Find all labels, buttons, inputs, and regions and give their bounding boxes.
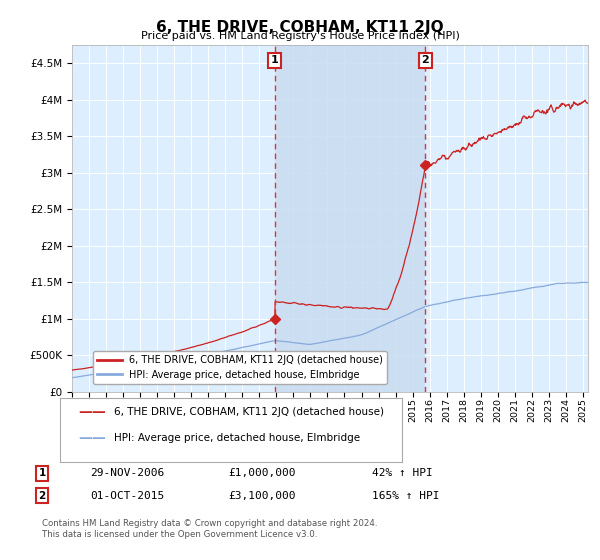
Bar bbox=[275, 45, 425, 392]
Text: 29-NOV-2006: 29-NOV-2006 bbox=[90, 468, 164, 478]
Text: £3,100,000: £3,100,000 bbox=[228, 491, 296, 501]
Text: 165% ↑ HPI: 165% ↑ HPI bbox=[372, 491, 439, 501]
Text: 6, THE DRIVE, COBHAM, KT11 2JQ: 6, THE DRIVE, COBHAM, KT11 2JQ bbox=[156, 20, 444, 35]
Text: ——: —— bbox=[78, 431, 106, 445]
Text: 1: 1 bbox=[271, 55, 278, 66]
Text: 01-OCT-2015: 01-OCT-2015 bbox=[90, 491, 164, 501]
Text: HPI: Average price, detached house, Elmbridge: HPI: Average price, detached house, Elmb… bbox=[114, 433, 360, 443]
Text: Price paid vs. HM Land Registry's House Price Index (HPI): Price paid vs. HM Land Registry's House … bbox=[140, 31, 460, 41]
Text: ——: —— bbox=[78, 405, 106, 419]
Legend: 6, THE DRIVE, COBHAM, KT11 2JQ (detached house), HPI: Average price, detached ho: 6, THE DRIVE, COBHAM, KT11 2JQ (detached… bbox=[94, 351, 387, 384]
Text: 6, THE DRIVE, COBHAM, KT11 2JQ (detached house): 6, THE DRIVE, COBHAM, KT11 2JQ (detached… bbox=[114, 407, 384, 417]
Text: 42% ↑ HPI: 42% ↑ HPI bbox=[372, 468, 433, 478]
Text: Contains HM Land Registry data © Crown copyright and database right 2024.
This d: Contains HM Land Registry data © Crown c… bbox=[42, 520, 377, 539]
Text: £1,000,000: £1,000,000 bbox=[228, 468, 296, 478]
Text: 1: 1 bbox=[38, 468, 46, 478]
Text: 2: 2 bbox=[38, 491, 46, 501]
Text: 2: 2 bbox=[421, 55, 429, 66]
